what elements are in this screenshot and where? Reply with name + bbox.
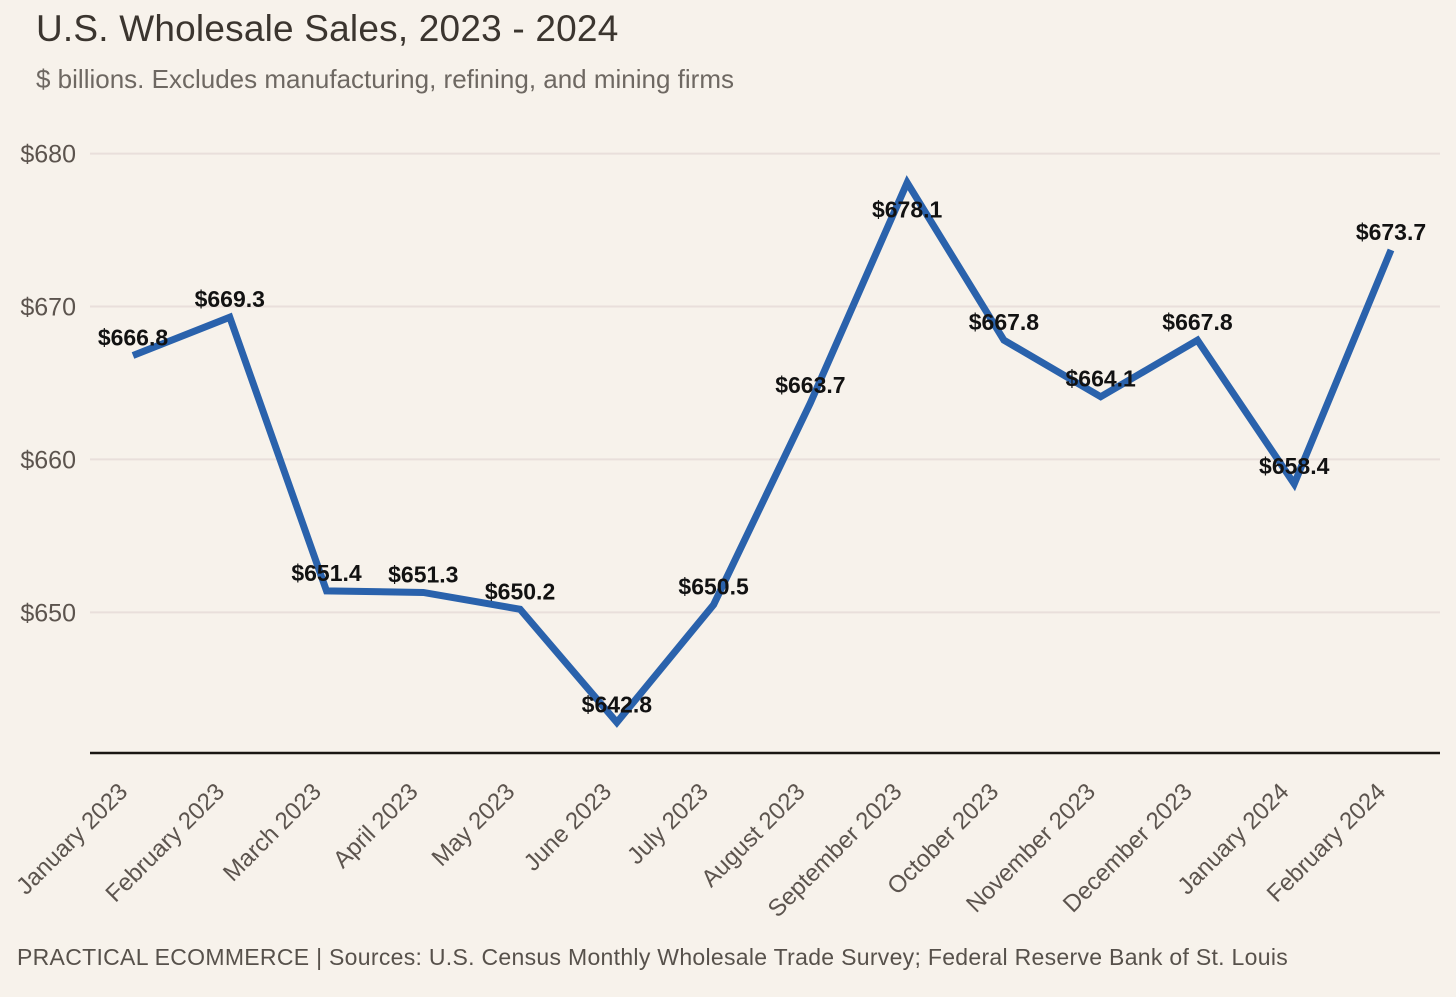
data-label: $650.5 (678, 574, 749, 600)
data-label: $667.8 (1162, 309, 1233, 335)
data-label: $664.1 (1066, 366, 1137, 392)
data-label: $651.4 (291, 560, 362, 586)
data-label: $669.3 (195, 286, 265, 312)
x-tick-label: April 2023 (328, 778, 424, 874)
y-tick-label: $670 (20, 294, 76, 322)
data-label: $666.8 (98, 324, 169, 350)
data-label: $663.7 (775, 372, 845, 398)
x-tick-label: May 2023 (427, 778, 521, 872)
chart-subtitle: $ billions. Excludes manufacturing, refi… (36, 64, 735, 94)
data-label: $642.8 (582, 691, 653, 717)
data-label: $673.7 (1356, 219, 1426, 245)
y-axis-tick-labels: $680 $670 $660 $650 (20, 141, 76, 628)
chart-footer-source: PRACTICAL ECOMMERCE | Sources: U.S. Cens… (17, 944, 1289, 970)
data-label: $678.1 (872, 197, 943, 223)
x-tick-label: June 2023 (519, 778, 617, 876)
x-tick-label: July 2023 (622, 778, 714, 870)
y-tick-label: $660 (20, 446, 76, 474)
sales-line-series (131, 175, 1395, 728)
data-label: $667.8 (969, 309, 1040, 335)
data-label: $658.4 (1259, 453, 1330, 479)
y-gridlines (90, 152, 1440, 614)
y-tick-label: $650 (20, 599, 76, 627)
x-tick-label: March 2023 (218, 778, 327, 887)
chart-title: U.S. Wholesale Sales, 2023 - 2024 (36, 8, 619, 49)
data-labels: $666.8 $669.3 $651.4 $651.3 $650.2 $642.8 $650… (98, 197, 1426, 718)
data-label: $651.3 (388, 561, 458, 587)
y-tick-label: $680 (20, 141, 76, 169)
data-label: $650.2 (485, 578, 555, 604)
